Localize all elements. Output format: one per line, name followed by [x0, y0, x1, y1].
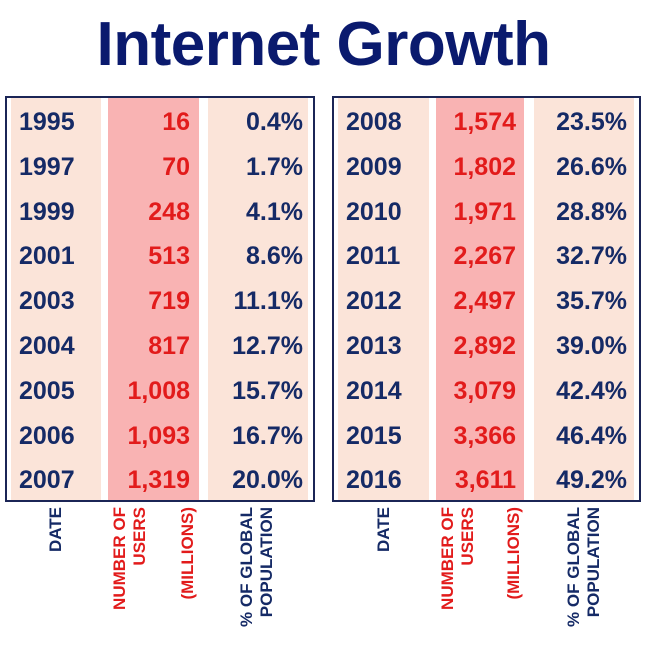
pct-cell: 20.0%	[232, 466, 303, 495]
column-header-users-units: (MILLIONS)	[178, 507, 197, 600]
column-header-users: NUMBER OF USERS	[438, 507, 477, 610]
users-cell: 16	[162, 108, 190, 136]
pct-cell: 26.6%	[556, 152, 627, 181]
date-cell: 2003	[19, 287, 75, 316]
column-header-pct: % OF GLOBAL POPULATION	[237, 507, 276, 627]
date-cell: 2012	[346, 287, 402, 316]
table-row: 2006 1,093 16.7%	[7, 414, 313, 459]
pct-column-band	[534, 98, 634, 500]
table-row: 2004 817 12.7%	[7, 324, 313, 369]
table-row: 2008 1,574 23.5%	[334, 100, 639, 145]
page-title: Internet Growth	[96, 10, 551, 79]
users-cell: 2,267	[453, 242, 516, 271]
pct-cell: 42.4%	[556, 376, 627, 405]
users-cell: 1,008	[127, 376, 190, 405]
pct-column-band	[208, 98, 308, 500]
date-cell: 2010	[346, 197, 402, 226]
users-cell: 3,366	[453, 421, 516, 450]
pct-cell: 4.1%	[246, 197, 303, 226]
pct-cell: 8.6%	[246, 242, 303, 271]
date-cell: 1997	[19, 152, 75, 181]
date-cell: 2015	[346, 421, 402, 450]
date-cell: 2001	[19, 242, 75, 271]
pct-cell: 28.8%	[556, 197, 627, 226]
table-row: 2001 513 8.6%	[7, 234, 313, 279]
users-cell: 70	[162, 152, 190, 181]
users-cell: 1,574	[453, 108, 516, 136]
date-cell: 2008	[346, 108, 402, 136]
pct-cell: 15.7%	[232, 376, 303, 405]
pct-cell: 0.4%	[246, 108, 303, 136]
users-cell: 2,892	[453, 332, 516, 360]
pct-cell: 23.5%	[556, 108, 627, 136]
users-cell: 1,093	[127, 421, 190, 450]
column-header-pct: % OF GLOBAL POPULATION	[564, 507, 603, 627]
date-cell: 2007	[19, 466, 75, 495]
column-header-users: NUMBER OF USERS	[110, 507, 149, 610]
table-row: 2016 3,611 49.2%	[334, 458, 639, 503]
date-column-band	[338, 98, 429, 500]
users-cell: 3,611	[454, 466, 516, 495]
users-cell: 1,971	[453, 197, 516, 226]
column-header-date: DATE	[374, 507, 393, 553]
date-cell: 2004	[19, 332, 75, 360]
date-cell: 1995	[19, 108, 75, 136]
date-cell: 2014	[346, 376, 402, 405]
users-cell: 2,497	[453, 287, 516, 316]
pct-cell: 1.7%	[246, 152, 303, 181]
table-row: 2005 1,008 15.7%	[7, 369, 313, 414]
table-panel-right: 2008 1,574 23.5% 2009 1,802 26.6% 2010 1,971 28.…	[332, 96, 641, 502]
pct-cell: 16.7%	[232, 421, 303, 450]
table-row: 2010 1,971 28.8%	[334, 190, 639, 235]
users-cell: 1,319	[127, 466, 190, 495]
users-column-band	[108, 98, 199, 500]
users-cell: 248	[148, 197, 190, 226]
date-column-band	[11, 98, 101, 500]
table-row: 2013 2,892 39.0%	[334, 324, 639, 369]
users-cell: 1,802	[453, 152, 516, 181]
table-row: 2015 3,366 46.4%	[334, 414, 639, 459]
users-cell: 817	[148, 332, 190, 360]
users-column-band	[436, 98, 524, 500]
pct-cell: 35.7%	[556, 287, 627, 316]
pct-cell: 46.4%	[556, 421, 627, 450]
pct-cell: 39.0%	[556, 332, 627, 360]
users-cell: 719	[148, 287, 190, 316]
table-row: 1995 16 0.4%	[7, 100, 313, 145]
table-row: 2007 1,319 20.0%	[7, 458, 313, 503]
table-row: 2009 1,802 26.6%	[334, 145, 639, 190]
table-row: 2003 719 11.1%	[7, 279, 313, 324]
table-panel-left: 1995 16 0.4% 1997 70 1.7% 1999 248 4.1% 2001 513 8.…	[5, 96, 315, 502]
date-cell: 1999	[19, 197, 75, 226]
date-cell: 2006	[19, 421, 75, 450]
pct-cell: 49.2%	[556, 466, 627, 495]
table-row: 2011 2,267 32.7%	[334, 234, 639, 279]
date-cell: 2009	[346, 152, 402, 181]
pct-cell: 12.7%	[232, 332, 303, 360]
date-cell: 2011	[346, 242, 401, 271]
users-cell: 3,079	[453, 376, 516, 405]
column-header-users-units: (MILLIONS)	[504, 507, 523, 600]
table-row: 2012 2,497 35.7%	[334, 279, 639, 324]
table-row: 1997 70 1.7%	[7, 145, 313, 190]
table-row: 1999 248 4.1%	[7, 190, 313, 235]
column-header-date: DATE	[46, 507, 65, 553]
users-cell: 513	[148, 242, 190, 271]
pct-cell: 32.7%	[556, 242, 627, 271]
table-row: 2014 3,079 42.4%	[334, 369, 639, 414]
date-cell: 2013	[346, 332, 402, 360]
date-cell: 2005	[19, 376, 75, 405]
pct-cell: 11.1%	[233, 287, 303, 316]
date-cell: 2016	[346, 466, 402, 495]
